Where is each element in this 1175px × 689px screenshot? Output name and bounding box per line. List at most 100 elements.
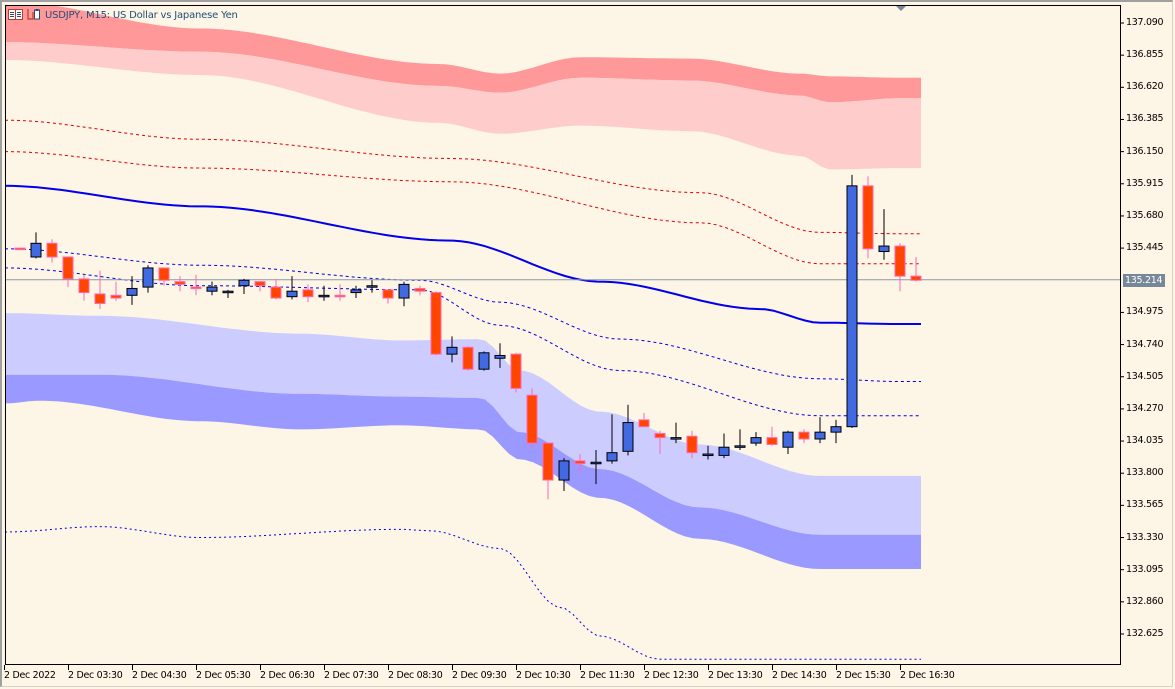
time-axis-label: 2 Dec 15:30 <box>836 670 891 681</box>
upper-envelope-line-1 <box>5 119 921 235</box>
time-axis-label: 2 Dec 04:30 <box>132 670 187 681</box>
candle[interactable] <box>830 426 842 433</box>
price-axis-label: 133.330 <box>1126 531 1164 543</box>
candle[interactable] <box>542 442 554 481</box>
candle[interactable] <box>894 245 906 277</box>
candle[interactable] <box>78 278 90 294</box>
candle[interactable] <box>382 289 394 299</box>
candle[interactable] <box>910 275 922 281</box>
time-axis-label: 2 Dec 03:30 <box>68 670 123 681</box>
candles <box>14 174 922 500</box>
candle[interactable] <box>590 461 602 465</box>
candle[interactable] <box>702 453 714 457</box>
price-axis-label: 133.565 <box>1126 499 1164 511</box>
price-axis-label: 136.855 <box>1126 49 1164 61</box>
price-axis-label: 137.090 <box>1126 17 1164 28</box>
lower-envelope-line-1 <box>5 248 921 382</box>
candle[interactable] <box>686 435 698 454</box>
price-axis-label: 134.270 <box>1126 402 1164 414</box>
time-axis-label: 2 Dec 14:30 <box>772 670 827 681</box>
candle[interactable] <box>558 460 570 481</box>
candle[interactable] <box>574 460 586 465</box>
candle[interactable] <box>142 267 154 288</box>
candle[interactable] <box>510 353 522 389</box>
candle[interactable] <box>174 281 186 285</box>
candle[interactable] <box>782 431 794 448</box>
candle[interactable] <box>350 289 362 294</box>
time-axis-label: 2 Dec 06:30 <box>260 670 315 681</box>
candle[interactable] <box>94 293 106 305</box>
candle[interactable] <box>206 286 218 292</box>
price-axis-label: 134.975 <box>1126 306 1164 318</box>
time-axis-label: 2 Dec 09:30 <box>452 670 507 681</box>
candle[interactable] <box>270 286 282 299</box>
candle[interactable] <box>446 346 458 355</box>
candle[interactable] <box>766 437 778 445</box>
candle[interactable] <box>334 294 346 298</box>
time-axis-label: 2 Dec 11:30 <box>580 670 635 681</box>
candle[interactable] <box>718 446 730 456</box>
chart-shift-marker-icon[interactable] <box>896 6 906 11</box>
candle[interactable] <box>798 431 810 440</box>
candle[interactable] <box>286 290 298 298</box>
candle[interactable] <box>302 289 314 298</box>
time-axis-label: 2 Dec 07:30 <box>324 670 379 681</box>
moving-average-line <box>5 184 921 325</box>
candle[interactable] <box>814 431 826 440</box>
symbol-properties-icon[interactable] <box>27 8 41 23</box>
candle[interactable] <box>478 352 490 370</box>
candle[interactable] <box>14 247 26 251</box>
price-axis-label: 134.740 <box>1126 338 1164 350</box>
candle[interactable] <box>494 355 506 359</box>
candle[interactable] <box>318 294 330 298</box>
candle[interactable] <box>862 185 874 250</box>
candle[interactable] <box>30 242 42 258</box>
candle[interactable] <box>670 437 682 440</box>
candle[interactable] <box>158 267 170 281</box>
price-axis-label: 136.620 <box>1126 81 1164 93</box>
upper-envelope-line-2 <box>5 151 921 265</box>
candle[interactable] <box>254 281 266 287</box>
candle[interactable] <box>654 433 666 439</box>
candle[interactable] <box>734 445 746 448</box>
candle[interactable] <box>366 285 378 288</box>
price-axis-label: 133.095 <box>1126 563 1164 575</box>
candle[interactable] <box>398 283 410 299</box>
lower-band-inner <box>5 313 921 535</box>
price-axis-label: 134.035 <box>1126 435 1164 447</box>
candle[interactable] <box>462 346 474 370</box>
time-axis-label: 2 Dec 2022 <box>4 670 56 681</box>
current-price-label: 135.214 <box>1123 273 1165 287</box>
price-axis-label: 135.445 <box>1126 242 1164 254</box>
time-axis-label: 2 Dec 08:30 <box>388 670 443 681</box>
price-axis-label: 133.800 <box>1126 467 1164 479</box>
upper-band-outer <box>5 5 921 103</box>
candle[interactable] <box>238 279 250 287</box>
candle[interactable] <box>126 287 138 296</box>
price-axis-label: 136.150 <box>1126 145 1164 157</box>
plot-area <box>5 5 921 660</box>
candle[interactable] <box>846 185 858 428</box>
candle[interactable] <box>750 437 762 444</box>
candle[interactable] <box>622 422 634 452</box>
candle[interactable] <box>222 290 234 294</box>
candle[interactable] <box>638 419 650 428</box>
candle[interactable] <box>606 452 618 462</box>
chart-title-bar: USDJPY, M15: US Dollar vs Japanese Yen <box>8 8 238 23</box>
candle[interactable] <box>110 294 122 299</box>
chart-title: USDJPY, M15: US Dollar vs Japanese Yen <box>45 10 238 21</box>
time-axis-label: 2 Dec 12:30 <box>644 670 699 681</box>
candle[interactable] <box>62 256 74 280</box>
candle[interactable] <box>878 245 890 253</box>
time-axis-label: 2 Dec 13:30 <box>708 670 763 681</box>
candle[interactable] <box>190 286 202 290</box>
candle[interactable] <box>430 292 442 355</box>
price-axis-label: 135.915 <box>1126 177 1164 189</box>
price-axis-label: 135.680 <box>1126 209 1164 221</box>
chart-window-icon[interactable] <box>8 8 23 23</box>
candle[interactable] <box>526 394 538 444</box>
time-axis-label: 2 Dec 10:30 <box>516 670 571 681</box>
candle[interactable] <box>46 242 58 258</box>
candle[interactable] <box>414 287 426 292</box>
